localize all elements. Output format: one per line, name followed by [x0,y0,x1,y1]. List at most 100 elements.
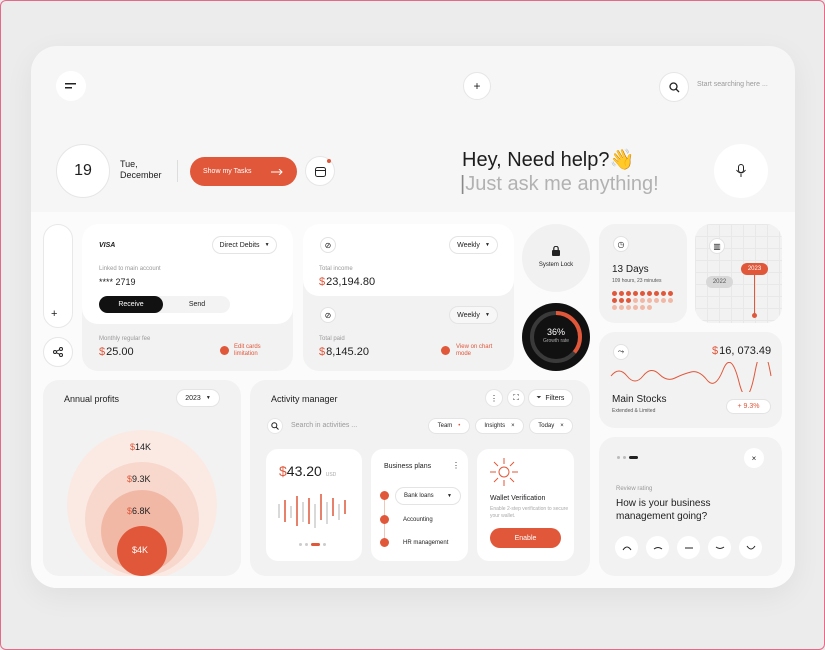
search-input[interactable]: Start searching here ... [697,81,768,88]
day-dot [633,291,638,296]
caret-down-icon: ▼ [484,242,490,248]
rating-bad[interactable] [646,536,669,559]
expand-button[interactable]: ⛶ [507,389,525,407]
day-dot [640,291,645,296]
share-button[interactable] [43,337,73,367]
sidebar-add-button[interactable]: + [51,308,57,320]
filters-button[interactable]: ⏷ Filters [528,389,573,407]
day-dot [661,298,666,303]
menu-icon [65,83,76,89]
review-pager[interactable] [617,456,638,459]
notification-dot [327,159,331,163]
more-button[interactable]: ⋮ [485,389,503,407]
day-dot [640,305,645,310]
search-icon [668,81,679,92]
mini-sidebar [43,224,73,328]
amount: 23,194.80 [326,276,376,288]
send-button[interactable]: Send [165,296,229,313]
menu-button[interactable] [56,71,86,101]
stocks-line [610,362,772,392]
caret-down-icon: ▼ [264,242,270,248]
receive-button[interactable]: Receive [99,296,163,313]
dropdown-label: Weekly [457,241,480,249]
search-button[interactable] [659,72,689,102]
year-2023-badge[interactable]: 2023 [741,263,768,275]
stocks-title: Main Stocks [612,394,667,405]
monthly-value: $25.00 [99,346,134,358]
growth-percent: 36% [546,327,565,337]
close-icon[interactable]: × [560,423,564,429]
rating-good[interactable] [708,536,731,559]
currency-symbol: $ [712,345,719,357]
stocks-value: $16, 073.49 [712,345,771,357]
ring-label-6-8k: $6.8K [127,506,151,516]
day-dot [619,298,624,303]
ask-input[interactable]: |Just ask me anything! [460,173,659,195]
day-dot [626,298,631,303]
day-dot [612,291,617,296]
close-icon[interactable]: • [458,423,461,429]
tag-label: Today [538,423,555,429]
activity-search-input[interactable]: Search in activities ... [291,422,358,429]
rating-very-good[interactable] [739,536,762,559]
divider [177,160,178,182]
enable-button[interactable]: Enable [490,528,561,548]
stocks-change-badge: + 9.3% [726,399,771,414]
bank-loans-item[interactable]: Bank loans ▼ [395,487,461,505]
activity-title: Activity manager [271,394,338,404]
close-icon[interactable]: × [511,423,515,429]
income-period-dropdown[interactable]: Weekly ▼ [449,236,498,254]
ring-value: 6.8K [132,506,151,516]
annual-year-dropdown[interactable]: 2023 ▼ [176,389,220,407]
paid-value: $8,145.20 [319,346,369,358]
receive-label: Receive [118,301,144,308]
currency-symbol: $ [127,474,133,484]
edit-cards-link[interactable]: Edit cards limitation [234,344,261,357]
annual-profits-card [43,380,241,576]
show-tasks-button[interactable]: Show my Tasks [190,157,297,186]
year-marker-line [754,275,755,315]
rating-very-bad[interactable] [615,536,638,559]
bank-loans-icon [380,491,389,500]
caret-down-icon: ▼ [447,493,452,499]
days-dot-grid [612,291,674,310]
ring-value: 4K [137,545,149,555]
day-number: 19 [74,162,92,179]
amount: 16, 073.49 [719,345,772,357]
growth-label: Growth rate [542,338,570,344]
ask-placeholder: Just ask me anything! [465,173,659,195]
weekday-label: Tue, [120,159,138,169]
paid-period-dropdown[interactable]: Weekly ▼ [449,306,498,324]
income-icon: ⊘ [320,237,336,253]
mic-button[interactable] [714,144,768,198]
add-button[interactable]: + [463,72,491,100]
direct-debits-dropdown[interactable]: Direct Debits ▼ [212,236,277,254]
face-very-good-icon [746,545,755,549]
wallet-desc: Enable 2-step verification to secure you… [490,506,569,519]
year-2022-badge[interactable]: 2022 [706,276,733,288]
business-more-icon[interactable]: ⋮ [452,461,460,470]
ring-label-4k: $4K [132,545,148,555]
microphone-icon [736,164,746,177]
hr-management-item[interactable]: HR management [403,540,449,546]
day-dot [647,305,652,310]
calendar-button[interactable] [305,156,335,186]
filter-icon: ⏷ [536,394,542,401]
tag-insights[interactable]: Insights × [475,418,524,434]
year-card [695,224,782,323]
system-lock-button[interactable] [522,224,590,292]
plus-icon: + [51,308,58,320]
tag-today[interactable]: Today × [529,418,573,434]
rating-neutral[interactable] [677,536,700,559]
amount: 43.20 [286,463,322,479]
month-label: December [120,170,162,180]
wallet-title: Wallet Verification [490,495,546,502]
greeting-title: Hey, Need help?👋 [462,149,635,171]
view-chart-link[interactable]: View on chart mode [456,344,493,357]
pagination-dots[interactable] [299,543,326,546]
tag-team[interactable]: Team • [428,418,470,434]
activity-search-button[interactable] [267,418,283,434]
currency-symbol: $ [99,346,106,358]
accounting-item[interactable]: Accounting [403,517,433,523]
close-button[interactable]: × [744,448,764,468]
